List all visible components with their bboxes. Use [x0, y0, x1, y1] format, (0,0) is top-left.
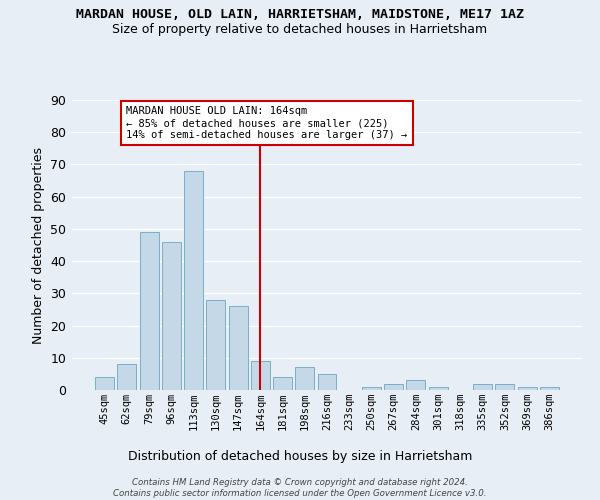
- Text: MARDAN HOUSE OLD LAIN: 164sqm
← 85% of detached houses are smaller (225)
14% of : MARDAN HOUSE OLD LAIN: 164sqm ← 85% of d…: [127, 106, 407, 140]
- Bar: [162, 242, 181, 390]
- Bar: [518, 387, 536, 390]
- Bar: [273, 377, 292, 390]
- Bar: [384, 384, 403, 390]
- Bar: [540, 387, 559, 390]
- Bar: [362, 387, 381, 390]
- Bar: [184, 171, 203, 390]
- Bar: [406, 380, 425, 390]
- Bar: [251, 361, 270, 390]
- Bar: [496, 384, 514, 390]
- Bar: [473, 384, 492, 390]
- Bar: [229, 306, 248, 390]
- Text: MARDAN HOUSE, OLD LAIN, HARRIETSHAM, MAIDSTONE, ME17 1AZ: MARDAN HOUSE, OLD LAIN, HARRIETSHAM, MAI…: [76, 8, 524, 20]
- Bar: [140, 232, 158, 390]
- Bar: [95, 377, 114, 390]
- Bar: [317, 374, 337, 390]
- Text: Distribution of detached houses by size in Harrietsham: Distribution of detached houses by size …: [128, 450, 472, 463]
- Bar: [118, 364, 136, 390]
- Text: Size of property relative to detached houses in Harrietsham: Size of property relative to detached ho…: [112, 22, 488, 36]
- Bar: [206, 300, 225, 390]
- Text: Contains HM Land Registry data © Crown copyright and database right 2024.
Contai: Contains HM Land Registry data © Crown c…: [113, 478, 487, 498]
- Bar: [295, 368, 314, 390]
- Bar: [429, 387, 448, 390]
- Y-axis label: Number of detached properties: Number of detached properties: [32, 146, 45, 344]
